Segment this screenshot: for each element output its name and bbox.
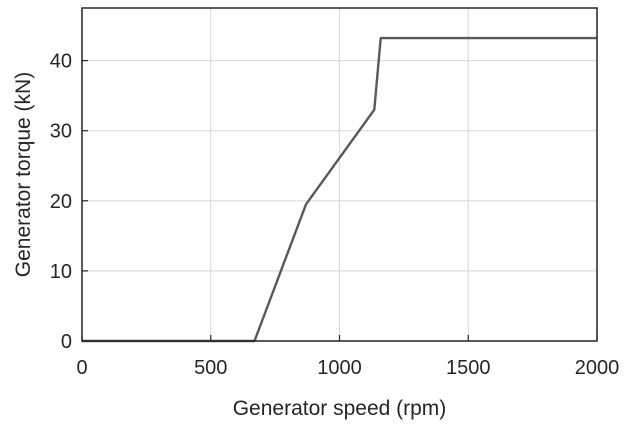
y-tick-label: 20 <box>50 191 72 213</box>
y-axis-label: Generator torque (kN) <box>12 72 35 277</box>
x-axis-label: Generator speed (rpm) <box>233 397 447 420</box>
y-tick-label: 40 <box>50 51 72 73</box>
x-tick-labels: 0 500 1000 1500 2000 <box>76 357 619 379</box>
grid-lines <box>81 8 598 342</box>
y-tick-label: 10 <box>50 261 72 283</box>
y-tick-label: 30 <box>50 121 72 143</box>
y-tick-label: 0 <box>61 331 72 353</box>
y-tick-labels: 0 10 20 30 40 <box>50 51 72 353</box>
x-tick-label: 500 <box>194 357 227 379</box>
x-tick-label: 0 <box>76 357 87 379</box>
x-tick-label: 1500 <box>446 357 491 379</box>
x-tick-label: 1000 <box>317 357 362 379</box>
x-tick-label: 2000 <box>575 357 620 379</box>
tick-marks <box>81 59 598 342</box>
